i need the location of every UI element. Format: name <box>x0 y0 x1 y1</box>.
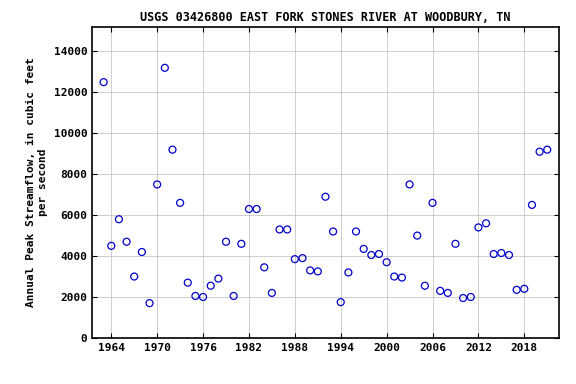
Point <box>428 200 437 206</box>
Point <box>466 294 475 300</box>
Point <box>359 246 368 252</box>
Point <box>489 251 498 257</box>
Point <box>412 233 422 239</box>
Point <box>145 300 154 306</box>
Point <box>351 228 361 235</box>
Point <box>229 293 238 299</box>
Point <box>214 275 223 281</box>
Point <box>199 294 208 300</box>
Point <box>252 206 261 212</box>
Y-axis label: Annual Peak Streamflow, in cubic feet
per second: Annual Peak Streamflow, in cubic feet pe… <box>26 58 48 307</box>
Point <box>520 286 529 292</box>
Point <box>206 283 215 289</box>
Point <box>122 239 131 245</box>
Point <box>107 243 116 249</box>
Point <box>405 181 414 187</box>
Point <box>543 147 552 153</box>
Point <box>451 241 460 247</box>
Point <box>176 200 185 206</box>
Point <box>344 269 353 275</box>
Point <box>130 273 139 280</box>
Point <box>183 280 192 286</box>
Point <box>168 147 177 153</box>
Point <box>367 252 376 258</box>
Point <box>260 264 269 270</box>
Title: USGS 03426800 EAST FORK STONES RIVER AT WOODBURY, TN: USGS 03426800 EAST FORK STONES RIVER AT … <box>140 11 511 24</box>
Point <box>321 194 330 200</box>
Point <box>283 227 292 233</box>
Point <box>305 267 314 273</box>
Point <box>420 283 430 289</box>
Point <box>191 293 200 299</box>
Point <box>137 249 146 255</box>
Point <box>221 239 230 245</box>
Point <box>153 181 162 187</box>
Point <box>114 216 123 222</box>
Point <box>290 256 300 262</box>
Point <box>435 288 445 294</box>
Point <box>390 273 399 280</box>
Point <box>443 290 452 296</box>
Point <box>267 290 276 296</box>
Point <box>474 224 483 230</box>
Point <box>505 252 514 258</box>
Point <box>160 65 169 71</box>
Point <box>336 299 346 305</box>
Point <box>497 250 506 256</box>
Point <box>512 287 521 293</box>
Point <box>328 228 338 235</box>
Point <box>397 275 407 281</box>
Point <box>374 251 384 257</box>
Point <box>535 149 544 155</box>
Point <box>244 206 253 212</box>
Point <box>382 259 391 265</box>
Point <box>99 79 108 85</box>
Point <box>313 268 323 275</box>
Point <box>482 220 491 227</box>
Point <box>275 227 284 233</box>
Point <box>237 241 246 247</box>
Point <box>458 295 468 301</box>
Point <box>298 255 307 261</box>
Point <box>528 202 537 208</box>
